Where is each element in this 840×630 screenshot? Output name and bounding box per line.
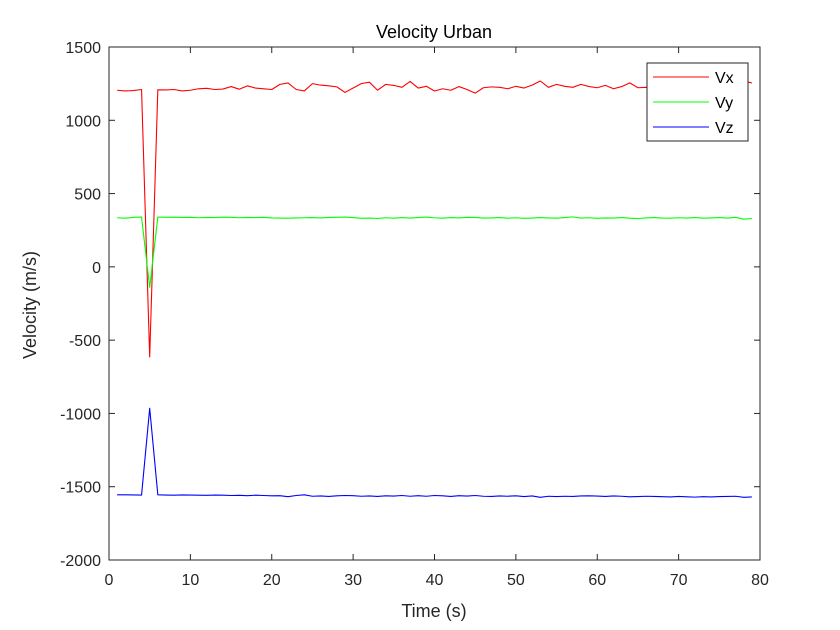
x-tick-label: 30 — [344, 572, 362, 589]
y-tick-label: 1000 — [65, 113, 101, 130]
series-layer — [117, 80, 752, 498]
x-tick-label: 80 — [751, 572, 769, 589]
series-line-vx — [117, 80, 752, 358]
x-tick-label: 40 — [426, 572, 444, 589]
x-tick-label: 70 — [670, 572, 688, 589]
x-tick-label: 0 — [105, 572, 114, 589]
y-tick-label: -2000 — [60, 553, 101, 570]
y-tick-label: -500 — [69, 333, 101, 350]
x-tick-label: 60 — [588, 572, 606, 589]
x-tick-label: 50 — [507, 572, 525, 589]
ticks-layer: 0 10 20 30 40 50 60 70 80 -2000 -1500 -1000 -500 0 500… — [60, 40, 769, 589]
y-axis-label: Velocity (m/s) — [20, 251, 40, 359]
y-tick-label: 0 — [92, 260, 101, 277]
series-line-vz — [117, 407, 752, 498]
legend: Vx Vy Vz — [646, 62, 749, 142]
series-line-vy — [117, 216, 752, 288]
legend-label-vy: Vy — [715, 95, 733, 112]
y-tick-label: -1000 — [60, 406, 101, 423]
legend-label-vz: Vz — [715, 120, 734, 137]
legend-label-vx: Vx — [715, 70, 734, 87]
x-axis-label: Time (s) — [401, 601, 466, 621]
x-tick-label: 10 — [181, 572, 199, 589]
x-tick-label: 20 — [263, 572, 281, 589]
chart-title: Velocity Urban — [376, 22, 492, 42]
y-tick-label: 500 — [74, 187, 101, 204]
y-tick-label: -1500 — [60, 480, 101, 497]
y-tick-label: 1500 — [65, 40, 101, 57]
